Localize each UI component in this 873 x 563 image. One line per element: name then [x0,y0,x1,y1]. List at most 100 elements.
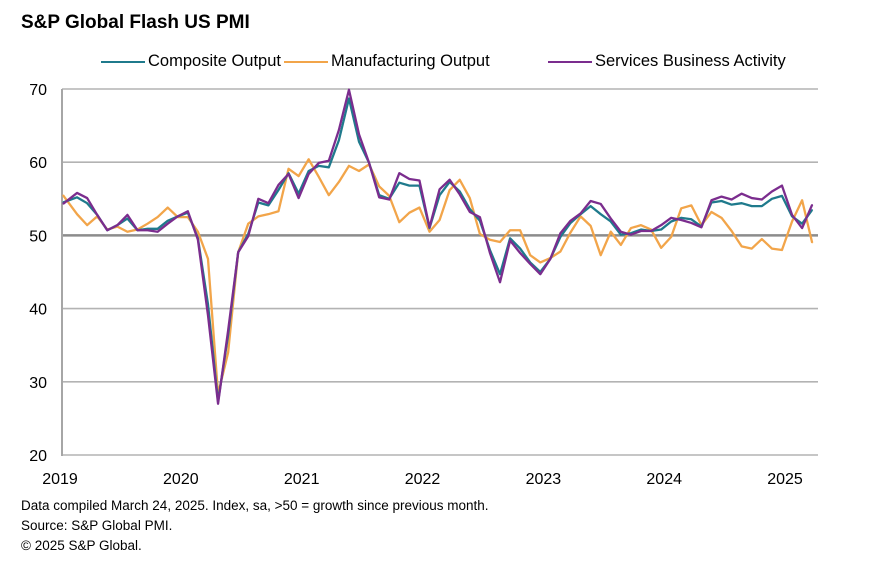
data-point-manufacturing-output [519,229,521,231]
y-tick-label: 40 [29,302,47,319]
data-point-services-business-activity [348,89,350,91]
data-point-manufacturing-output [428,231,431,233]
x-tick-label: 2021 [284,471,320,488]
data-point-manufacturing-output [338,181,340,183]
data-point-manufacturing-output [539,261,541,264]
data-point-services-business-activity [620,231,622,233]
data-point-services-business-activity [257,198,259,200]
data-point-composite-output [640,228,642,231]
data-point-composite-output [167,220,169,222]
data-point-services-business-activity [438,188,441,190]
data-point-manufacturing-output [126,231,129,233]
data-point-services-business-activity [187,210,189,212]
data-point-manufacturing-output [630,227,632,229]
data-point-services-business-activity [710,199,713,201]
data-point-services-business-activity [811,204,813,206]
data-point-manufacturing-output [771,247,773,250]
data-point-services-business-activity [771,190,773,193]
data-point-manufacturing-output [157,216,159,218]
data-point-manufacturing-output [489,239,491,241]
data-point-services-business-activity [680,219,682,221]
data-point-manufacturing-output [418,206,421,209]
data-point-manufacturing-output [680,207,682,209]
data-point-services-business-activity [670,217,672,219]
y-tick-label: 50 [29,228,47,245]
data-point-services-business-activity [650,230,652,232]
data-point-services-business-activity [277,184,280,186]
data-point-composite-output [126,217,129,220]
data-point-services-business-activity [328,160,330,162]
data-point-services-business-activity [781,185,783,187]
data-point-services-business-activity [700,226,703,228]
data-point-services-business-activity [660,224,662,226]
data-point-services-business-activity [569,220,572,222]
data-point-manufacturing-output [569,231,572,234]
footnote: Data compiled March 24, 2025. Index, sa,… [21,498,489,513]
x-tick-label: 2025 [767,471,803,488]
data-point-composite-output [741,202,743,204]
data-point-manufacturing-output [197,231,199,233]
data-point-services-business-activity [227,329,229,332]
data-point-services-business-activity [197,239,199,241]
data-point-services-business-activity [408,178,410,180]
data-point-services-business-activity [358,133,360,135]
data-point-services-business-activity [287,173,290,175]
data-point-manufacturing-output [86,224,88,226]
data-point-services-business-activity [499,281,501,283]
data-point-manufacturing-output [670,236,672,238]
data-point-composite-output [499,273,501,275]
data-point-services-business-activity [86,197,88,199]
data-point-composite-output [600,213,602,215]
chart-title: S&P Global Flash US PMI [21,12,250,33]
data-point-manufacturing-output [277,210,280,212]
data-point-composite-output [146,228,149,230]
data-point-composite-output [761,205,763,207]
y-tick-label: 60 [29,155,47,172]
data-point-composite-output [358,141,360,143]
data-point-services-business-activity [731,198,733,201]
y-tick-label: 30 [29,375,47,392]
data-point-manufacturing-output [479,233,481,235]
data-point-services-business-activity [318,162,320,164]
legend-item-composite: Composite Output [101,52,281,71]
legend-swatch-composite [101,60,145,63]
data-point-composite-output [660,228,662,231]
data-point-composite-output [731,204,733,206]
x-tick-label: 2019 [42,471,78,488]
data-point-manufacturing-output [257,215,259,217]
data-point-composite-output [338,139,340,141]
legend-swatch-manufacturing [284,60,328,63]
data-point-composite-output [751,205,753,207]
data-point-services-business-activity [459,193,461,196]
data-point-manufacturing-output [318,176,320,178]
data-point-services-business-activity [600,203,602,205]
data-point-manufacturing-output [398,221,400,223]
data-point-services-business-activity [237,251,239,253]
data-point-services-business-activity [207,314,209,316]
data-point-composite-output [590,205,592,207]
data-point-services-business-activity [126,214,129,216]
data-point-services-business-activity [630,234,632,236]
data-point-composite-output [408,185,410,187]
data-point-manufacturing-output [76,213,78,215]
data-point-services-business-activity [539,273,541,275]
data-point-services-business-activity [76,192,78,194]
data-point-composite-output [86,202,88,204]
data-point-composite-output [720,200,723,202]
data-point-manufacturing-output [227,351,229,354]
data-point-manufacturing-output [438,219,441,221]
data-point-manufacturing-output [378,185,380,187]
x-tick-label: 2024 [646,471,682,488]
data-point-manufacturing-output [187,216,189,218]
y-tick-label: 70 [29,82,47,99]
data-point-services-business-activity [247,235,249,237]
data-point-manufacturing-output [348,165,350,167]
data-point-composite-output [811,209,813,211]
data-point-manufacturing-output [459,179,461,181]
data-point-services-business-activity [368,162,370,164]
data-point-manufacturing-output [610,231,612,233]
data-point-services-business-activity [267,202,269,204]
data-point-services-business-activity [167,223,169,225]
series-line-composite-output [62,97,814,403]
data-point-manufacturing-output [579,215,582,217]
